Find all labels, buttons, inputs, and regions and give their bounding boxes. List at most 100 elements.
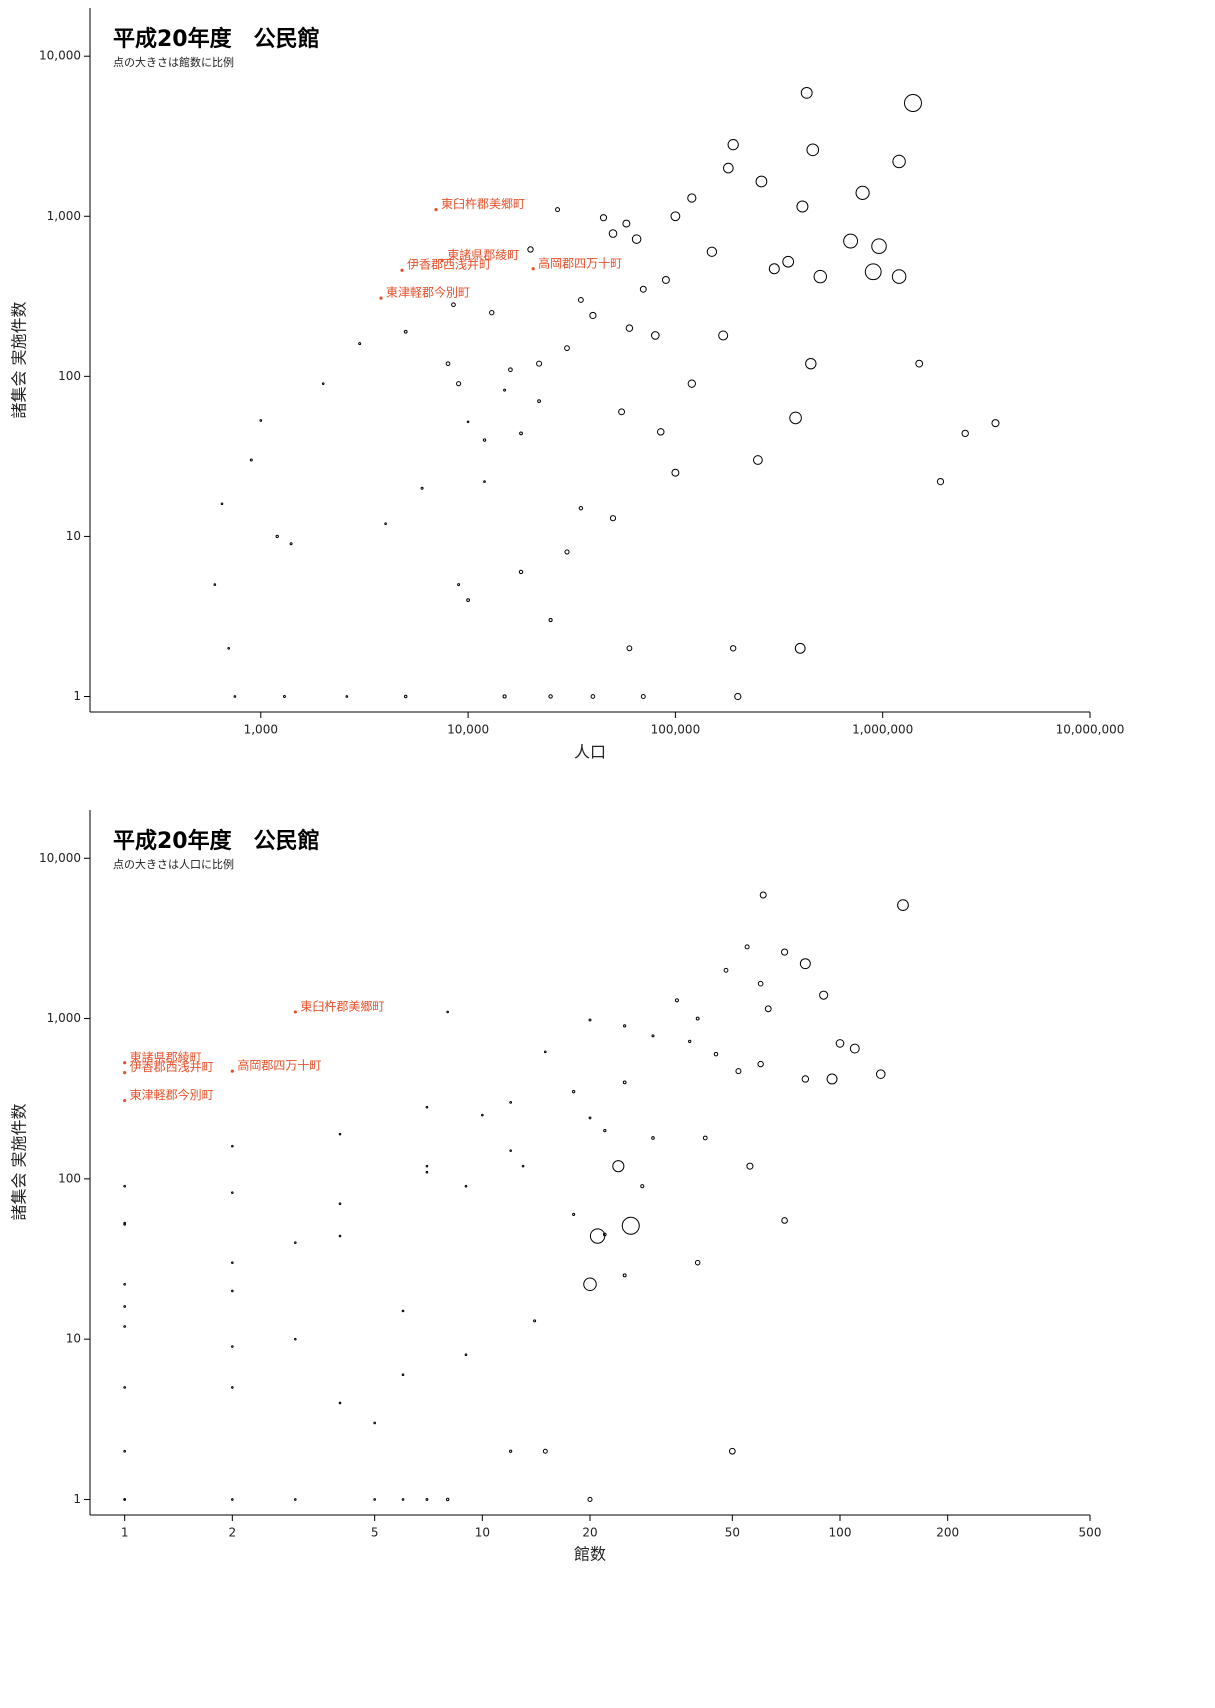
- point: [527, 246, 534, 253]
- x-tick-label: 1,000: [244, 723, 278, 737]
- point: [338, 1401, 342, 1405]
- point: [227, 646, 230, 650]
- x-tick-label: 100: [829, 1526, 852, 1540]
- x-axis-label: 館数: [574, 1545, 606, 1564]
- point: [781, 1217, 788, 1224]
- point: [231, 1386, 234, 1389]
- y-tick-label: 100: [58, 1171, 81, 1185]
- point: [521, 1164, 525, 1168]
- point: [123, 1305, 126, 1308]
- point: [571, 1089, 576, 1094]
- point: [425, 1170, 429, 1174]
- point: [806, 143, 820, 157]
- point: [713, 1051, 719, 1057]
- point: [855, 185, 870, 200]
- point: [536, 360, 543, 367]
- point: [757, 980, 764, 987]
- point: [813, 269, 828, 284]
- point: [401, 1309, 405, 1313]
- annotated-point: [379, 296, 383, 300]
- x-tick-label: 50: [725, 1526, 740, 1540]
- y-tick-label: 10: [66, 529, 81, 543]
- point: [657, 428, 665, 436]
- annotated-point: [531, 267, 535, 271]
- point: [805, 357, 817, 370]
- point: [482, 438, 487, 442]
- x-tick-label: 1: [121, 1526, 129, 1540]
- point: [425, 1164, 429, 1168]
- point: [718, 330, 729, 341]
- x-tick-label: 200: [936, 1526, 959, 1540]
- point: [729, 645, 737, 652]
- point: [578, 506, 584, 511]
- annotation-label: 伊香郡西浅井町: [407, 258, 491, 272]
- point: [231, 1498, 234, 1501]
- point: [587, 1496, 593, 1502]
- point: [123, 1282, 126, 1286]
- point: [548, 694, 553, 699]
- y-tick-label: 10,000: [39, 49, 81, 63]
- point: [533, 1319, 537, 1323]
- point: [796, 200, 809, 213]
- point: [294, 1498, 297, 1501]
- point: [583, 1277, 597, 1292]
- point: [589, 1228, 606, 1244]
- point: [249, 458, 253, 462]
- point: [445, 1497, 450, 1502]
- point: [564, 549, 570, 555]
- point: [794, 642, 806, 654]
- point: [445, 361, 451, 366]
- annotation-label: 伊香郡西浅井町: [130, 1060, 214, 1074]
- point: [892, 154, 906, 169]
- annotated-point: [123, 1098, 127, 1103]
- point: [338, 1234, 342, 1238]
- point: [640, 1184, 645, 1189]
- point: [801, 1075, 810, 1083]
- point: [231, 1345, 234, 1348]
- y-axis-label: 諸集会 実施件数: [10, 1103, 29, 1220]
- point: [403, 329, 408, 334]
- point: [231, 1191, 234, 1194]
- point: [622, 1273, 627, 1278]
- point: [401, 1498, 405, 1501]
- chart-subtitle: 点の大きさは館数に比例: [113, 55, 234, 69]
- point: [695, 1016, 700, 1021]
- point: [358, 342, 362, 346]
- point: [849, 1043, 860, 1054]
- annotation-label: 東津軽郡今別町: [130, 1087, 214, 1102]
- point: [457, 583, 461, 587]
- annotated-point: [123, 1061, 127, 1065]
- point: [338, 1132, 342, 1136]
- point: [577, 297, 584, 303]
- y-axis-label: 諸集会 実施件数: [10, 301, 29, 418]
- point: [509, 1449, 513, 1453]
- point: [489, 309, 495, 316]
- point: [687, 379, 696, 388]
- point: [588, 1018, 592, 1022]
- chart-title: 平成20年度 公民館: [113, 26, 320, 52]
- point: [781, 948, 789, 956]
- point: [572, 1212, 576, 1216]
- point: [603, 1128, 607, 1133]
- x-tick-label: 500: [1079, 1526, 1102, 1540]
- point: [282, 695, 286, 698]
- point: [723, 162, 734, 174]
- point: [231, 1289, 234, 1293]
- point: [123, 1184, 126, 1188]
- point: [464, 1353, 468, 1356]
- point: [843, 233, 859, 249]
- point: [123, 1498, 126, 1501]
- point: [753, 455, 763, 465]
- point: [602, 1232, 607, 1237]
- point: [213, 583, 217, 586]
- x-tick-label: 10,000,000: [1056, 723, 1125, 737]
- point: [548, 618, 553, 623]
- point: [420, 486, 424, 490]
- point: [674, 998, 680, 1003]
- point: [275, 534, 279, 539]
- point: [826, 1073, 838, 1085]
- point: [456, 381, 462, 387]
- point: [289, 542, 293, 546]
- point: [991, 419, 1000, 428]
- point: [768, 263, 780, 275]
